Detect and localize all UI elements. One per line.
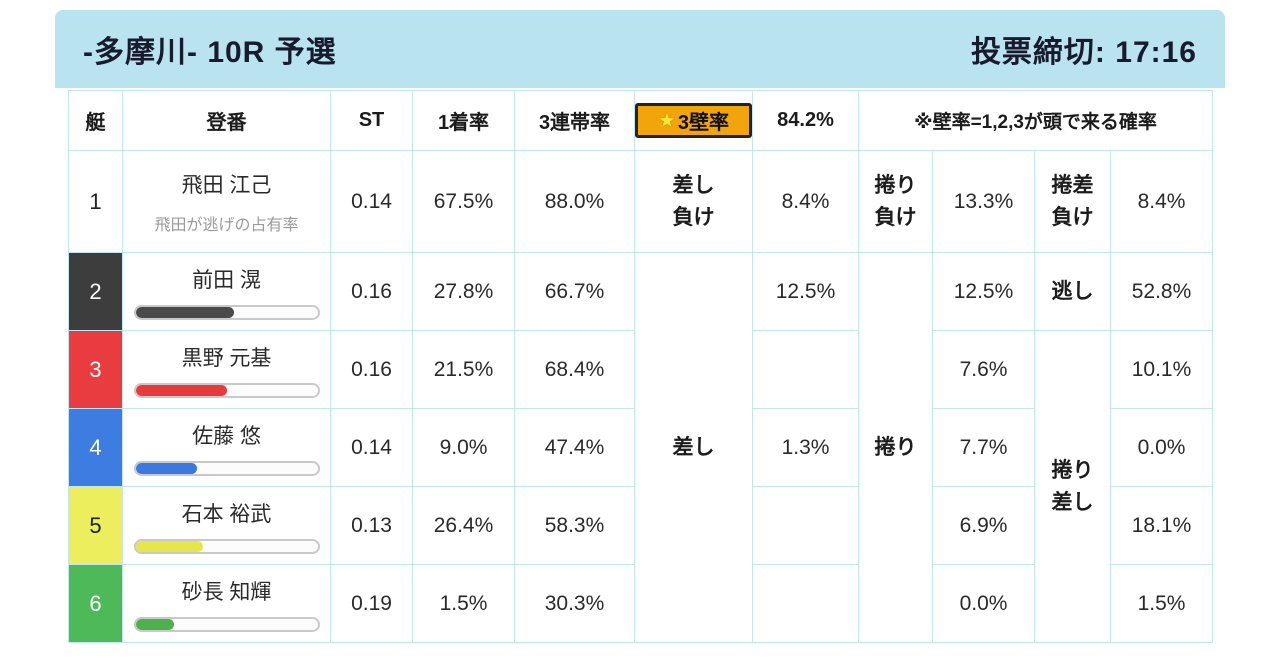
- makuri-value: 0.0%: [932, 564, 1035, 643]
- sashi-label: 差し: [634, 252, 753, 643]
- racer-row-1: 1 飛田 江己 飛田が逃げの占有率 0.14 67.5% 88.0% 差し 負け…: [68, 150, 1214, 253]
- vote-deadline: 投票締切: 17:16: [970, 36, 1197, 69]
- makurizashi-value: 0.0%: [1109, 408, 1214, 487]
- occupancy-bar-fill: [135, 306, 234, 318]
- st-value: 0.14: [330, 408, 413, 487]
- race-title: -多摩川- 10R 予選: [83, 36, 337, 69]
- wall-rate-value: 84.2%: [752, 90, 859, 151]
- racer-cell-1: 飛田 江己 飛田が逃げの占有率: [122, 150, 331, 253]
- racer-name: 佐藤 悠: [192, 424, 261, 448]
- makurizashi-make-label: 捲差 負け: [1034, 150, 1111, 253]
- racer-row-5: 5 石本 裕武 0.13 26.4% 58.3% 6.9% 18.1%: [68, 486, 1214, 565]
- nigashi-value: 52.8%: [1109, 252, 1214, 331]
- top3-rate-value: 30.3%: [514, 564, 635, 643]
- boat-number-5: 5: [68, 486, 123, 565]
- sashi-value: [752, 330, 859, 409]
- makurizashi-label: 捲り 差し: [1034, 330, 1111, 643]
- win-rate-value: 27.8%: [412, 252, 515, 331]
- col-header-racer: 登番: [122, 90, 331, 151]
- top3-rate-value: 68.4%: [514, 330, 635, 409]
- win-rate-value: 1.5%: [412, 564, 515, 643]
- col-header-boat: 艇: [68, 90, 123, 151]
- makuri-label: 捲り: [858, 252, 933, 643]
- racer-cell-5: 石本 裕武: [122, 486, 331, 565]
- wall-rate-button[interactable]: ★ 3壁率: [635, 103, 752, 138]
- table-header-row: 艇 登番 ST 1着率 3連帯率 ★ 3壁率 84.2% ※壁率=1,2,3が頭で…: [68, 90, 1214, 151]
- top3-rate-value: 66.7%: [514, 252, 635, 331]
- top3-rate-value: 47.4%: [514, 408, 635, 487]
- racer-row-6: 6 砂長 知輝 0.19 1.5% 30.3% 0.0% 1.5%: [68, 564, 1214, 643]
- col-header-top3-rate: 3連帯率: [514, 90, 635, 151]
- boat-number-2: 2: [68, 252, 123, 331]
- racer-cell-3: 黒野 元基: [122, 330, 331, 409]
- st-value: 0.16: [330, 330, 413, 409]
- race-header: -多摩川- 10R 予選 投票締切: 17:16: [55, 10, 1225, 88]
- win-rate-value: 9.0%: [412, 408, 515, 487]
- occupancy-bar: [133, 304, 320, 320]
- makurizashi-value: 18.1%: [1109, 486, 1214, 565]
- col-header-wall-rate: ★ 3壁率: [634, 90, 753, 151]
- occupancy-bar: [133, 616, 320, 632]
- racer-cell-6: 砂長 知輝: [122, 564, 331, 643]
- racer-subtitle: 飛田が逃げの占有率: [154, 216, 299, 234]
- star-icon: ★: [657, 110, 676, 132]
- sashi-value: 1.3%: [752, 408, 859, 487]
- makurizashi-make-value: 8.4%: [1109, 150, 1214, 253]
- st-value: 0.16: [330, 252, 413, 331]
- sashi-value: [752, 564, 859, 643]
- racer-row-4: 4 佐藤 悠 0.14 9.0% 47.4% 1.3% 7.7% 0.0%: [68, 408, 1214, 487]
- makuri-make-value: 13.3%: [932, 150, 1035, 253]
- st-value: 0.14: [330, 150, 413, 253]
- boat-number-3: 3: [68, 330, 123, 409]
- race-table: 艇 登番 ST 1着率 3連帯率 ★ 3壁率 84.2% ※壁率=1,2,3が頭で…: [68, 90, 1214, 643]
- occupancy-bar: [133, 538, 320, 554]
- top3-rate-value: 88.0%: [514, 150, 635, 253]
- makurizashi-value: 10.1%: [1109, 330, 1214, 409]
- boat-number-4: 4: [68, 408, 123, 487]
- racer-cell-2: 前田 滉: [122, 252, 331, 331]
- occupancy-bar: [133, 382, 320, 398]
- sashi-make-label: 差し 負け: [634, 150, 753, 253]
- makuri-value: 6.9%: [932, 486, 1035, 565]
- racer-name: 砂長 知輝: [181, 580, 272, 604]
- makurizashi-value: 1.5%: [1109, 564, 1214, 643]
- occupancy-bar-fill: [135, 462, 198, 474]
- racer-row-2: 2 前田 滉 0.16 27.8% 66.7% 差し 12.5% 捲り 12.5…: [68, 252, 1214, 643]
- racer-cell-4: 佐藤 悠: [122, 408, 331, 487]
- wall-rate-note: ※壁率=1,2,3が頭で来る確率: [857, 90, 1214, 151]
- racer-row-3: 3 黒野 元基 0.16 21.5% 68.4% 7.6% 捲り 差し 10.1…: [68, 330, 1214, 643]
- makuri-value: 12.5%: [932, 252, 1035, 331]
- occupancy-bar-fill: [135, 384, 227, 396]
- wall-rate-label: 3壁率: [677, 112, 730, 134]
- occupancy-bar: [133, 460, 320, 476]
- st-value: 0.13: [330, 486, 413, 565]
- win-rate-value: 67.5%: [412, 150, 515, 253]
- col-header-win-rate: 1着率: [412, 90, 515, 151]
- makuri-make-label: 捲り 負け: [858, 150, 933, 253]
- nigashi-label: 逃し: [1034, 252, 1111, 331]
- st-value: 0.19: [330, 564, 413, 643]
- occupancy-bar-fill: [135, 540, 203, 552]
- sashi-value: [752, 486, 859, 565]
- makuri-value: 7.7%: [932, 408, 1035, 487]
- racer-name: 前田 滉: [192, 268, 261, 292]
- win-rate-value: 26.4%: [412, 486, 515, 565]
- boat-number-1: 1: [68, 150, 123, 253]
- col-header-st: ST: [330, 90, 413, 151]
- racer-name: 石本 裕武: [181, 502, 272, 526]
- occupancy-bar-fill: [135, 618, 174, 630]
- racer-name: 飛田 江己: [181, 173, 272, 197]
- win-rate-value: 21.5%: [412, 330, 515, 409]
- racer-name: 黒野 元基: [181, 346, 272, 370]
- boat-number-6: 6: [68, 564, 123, 643]
- top3-rate-value: 58.3%: [514, 486, 635, 565]
- sashi-value: 12.5%: [752, 252, 859, 331]
- makuri-value: 7.6%: [932, 330, 1035, 409]
- race-table-wrap: 艇 登番 ST 1着率 3連帯率 ★ 3壁率 84.2% ※壁率=1,2,3が頭で…: [68, 90, 1214, 643]
- sashi-make-value: 8.4%: [752, 150, 859, 253]
